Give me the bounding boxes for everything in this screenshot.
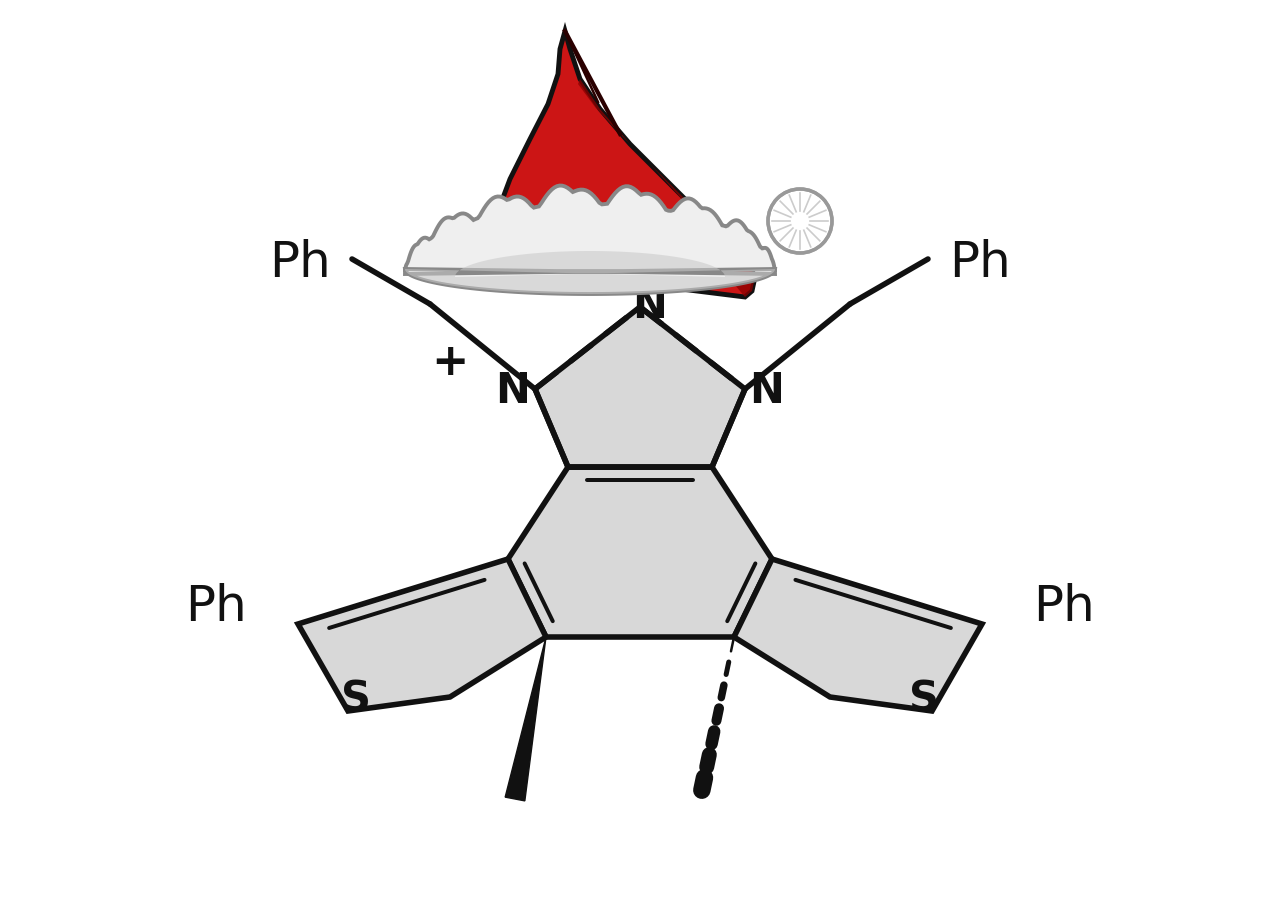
Polygon shape [535,308,745,467]
Text: N: N [750,370,785,412]
Text: +: + [431,340,468,384]
Text: Ph: Ph [1033,582,1094,630]
Polygon shape [506,638,547,801]
Text: N: N [495,370,530,412]
Polygon shape [480,32,755,298]
Text: Ph: Ph [269,239,330,287]
Polygon shape [579,80,755,298]
Polygon shape [508,467,772,638]
Polygon shape [733,559,982,711]
Text: S: S [340,679,371,721]
Text: S: S [909,679,940,721]
Polygon shape [404,187,774,294]
Polygon shape [298,559,547,711]
Text: N: N [632,285,667,327]
Text: Ph: Ph [950,239,1011,287]
Text: Ph: Ph [186,582,247,630]
Polygon shape [404,251,774,294]
Circle shape [768,189,832,254]
